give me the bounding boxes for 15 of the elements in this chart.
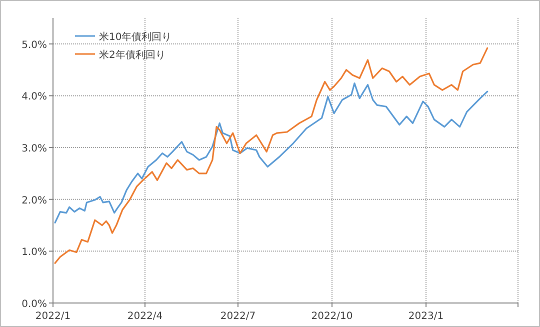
x-tick-label: 2022/10 (311, 311, 353, 322)
y-tick-label: 3.0% (22, 144, 47, 155)
x-tick-label: 2022/4 (127, 311, 163, 322)
legend-label: 米10年債利回り (99, 31, 172, 43)
line-series (54, 47, 488, 264)
y-tick-label: 5.0% (22, 40, 47, 51)
x-tick-label: 2022/1 (35, 311, 71, 322)
legend-label: 米2年債利回り (99, 49, 166, 61)
y-tick-label: 4.0% (22, 92, 47, 103)
x-tick-label: 2023/1 (408, 311, 444, 322)
y-tick-label: 0.0% (22, 299, 47, 310)
line-series (54, 82, 488, 224)
x-tick-label: 2022/7 (220, 311, 256, 322)
y-tick-label: 2.0% (22, 195, 47, 206)
y-tick-label: 1.0% (22, 247, 47, 258)
